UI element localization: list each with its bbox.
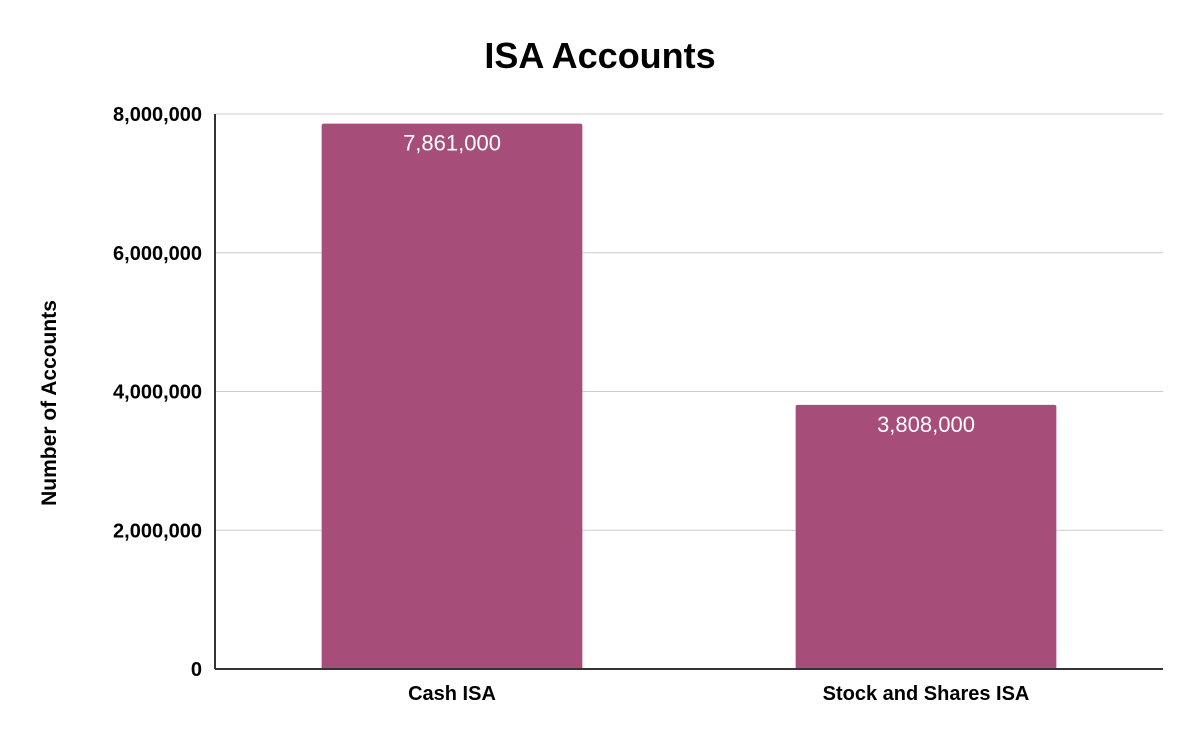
bar-0 <box>321 123 583 669</box>
y-tick-label: 0 <box>191 659 202 681</box>
y-tick-label: 6,000,000 <box>113 243 202 265</box>
bar-1 <box>795 404 1057 669</box>
y-tick-label: 4,000,000 <box>113 382 202 404</box>
data-label: 3,808,000 <box>877 412 975 437</box>
data-labels: 7,861,000 3,808,000 <box>403 131 975 437</box>
y-tick-label: 8,000,000 <box>113 104 202 126</box>
bars <box>321 123 1057 669</box>
x-tick-label: Stock and Shares ISA <box>823 683 1030 705</box>
chart-title: ISA Accounts <box>484 35 715 76</box>
y-axis-ticks: 0 2,000,000 4,000,000 6,000,000 8,000,000 <box>113 104 202 681</box>
y-tick-label: 2,000,000 <box>113 520 202 542</box>
data-label: 7,861,000 <box>403 131 501 156</box>
x-axis-ticks: Cash ISA Stock and Shares ISA <box>408 683 1029 705</box>
x-tick-label: Cash ISA <box>408 683 496 705</box>
y-axis-label: Number of Accounts <box>38 300 61 506</box>
